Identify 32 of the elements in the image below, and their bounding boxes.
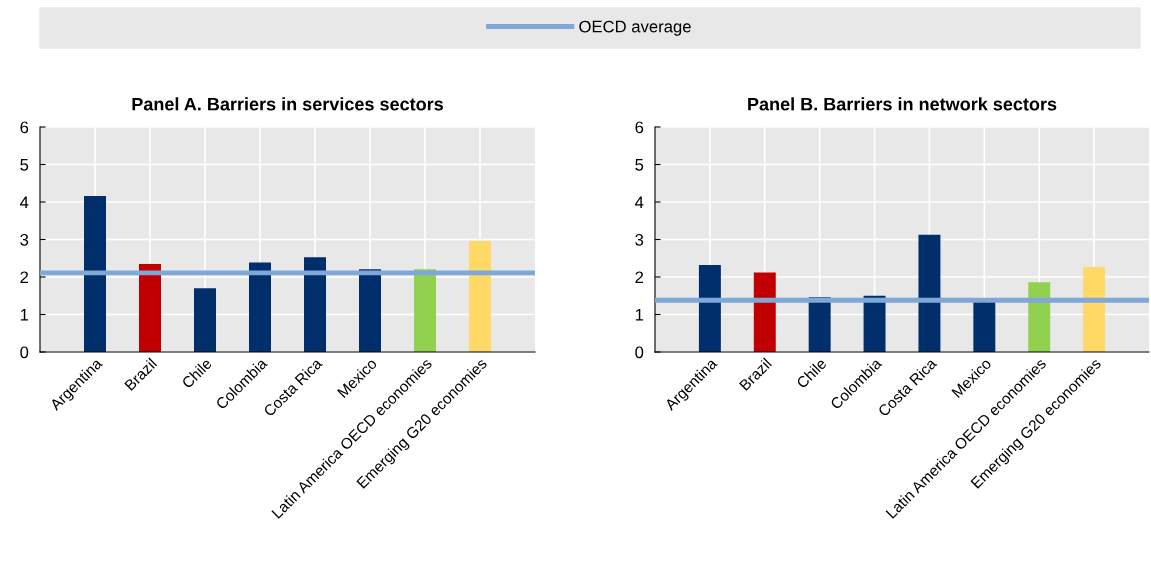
y-tick-label: 1 [635, 309, 644, 321]
y-tick-label: 4 [635, 196, 644, 209]
bar [359, 269, 381, 352]
legend-label: OECD average [579, 20, 691, 36]
bar [973, 301, 996, 352]
bar [1028, 282, 1051, 352]
bar [698, 265, 721, 352]
bar [304, 257, 326, 352]
y-tick-label: 6 [20, 121, 29, 134]
bar [84, 196, 106, 352]
y-tick-label: 4 [20, 196, 29, 209]
y-tick-label: 2 [635, 271, 644, 284]
y-tick-label: 3 [635, 233, 644, 246]
bar [194, 288, 216, 352]
bar [1083, 266, 1106, 352]
bar [808, 297, 831, 352]
bar [249, 262, 271, 352]
y-tick-label: 1 [20, 309, 29, 321]
y-tick-label: 5 [20, 159, 29, 171]
chart-title: Panel B. Barriers in network sectors [748, 97, 1057, 111]
bar [414, 269, 436, 352]
y-tick-label: 3 [20, 233, 29, 246]
bar [753, 272, 776, 352]
y-tick-label: 6 [635, 121, 644, 134]
chart-title: Panel A. Barriers in services sectors [132, 97, 443, 111]
y-tick-label: 2 [20, 271, 29, 284]
y-tick-label: 5 [635, 159, 644, 171]
bar [139, 263, 161, 352]
bar [918, 234, 941, 352]
bar [469, 241, 491, 352]
y-tick-label: 0 [20, 346, 29, 359]
y-tick-label: 0 [635, 346, 644, 359]
